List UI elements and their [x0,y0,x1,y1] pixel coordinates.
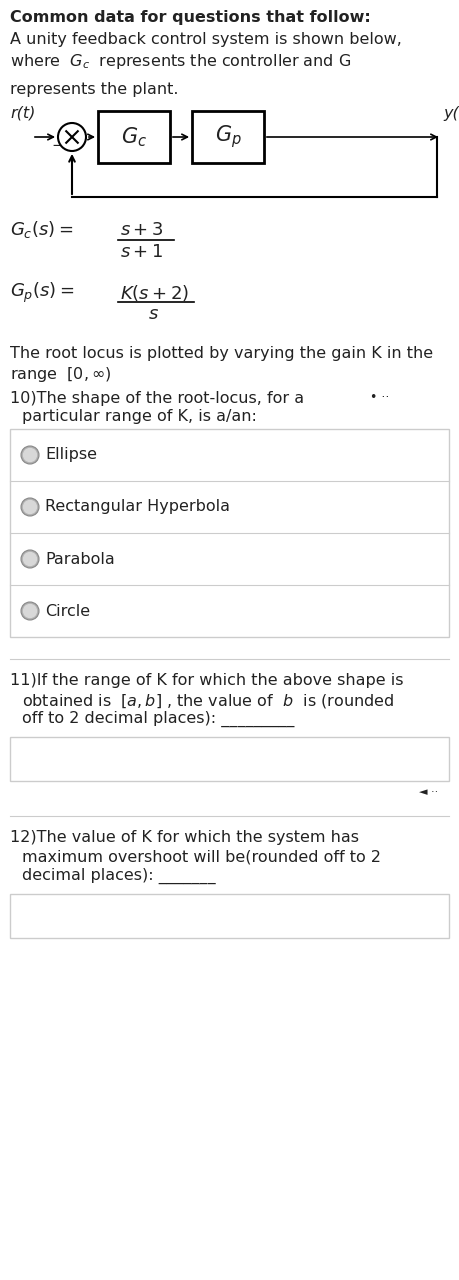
Circle shape [21,498,39,516]
Circle shape [23,604,37,617]
Text: Ellipse: Ellipse [45,448,97,462]
Text: A unity feedback control system is shown below,: A unity feedback control system is shown… [10,32,402,47]
Circle shape [23,500,37,513]
FancyBboxPatch shape [10,429,449,637]
Text: $K(s + 2)$: $K(s + 2)$ [120,283,189,303]
Text: $G_c(s) =$: $G_c(s) =$ [10,219,73,241]
Text: The root locus is plotted by varying the gain K in the: The root locus is plotted by varying the… [10,346,433,361]
Circle shape [23,448,37,462]
Text: +: + [59,123,71,137]
Text: ◄ ··: ◄ ·· [419,787,438,797]
Text: 12)The value of K for which the system has: 12)The value of K for which the system h… [10,829,359,845]
Circle shape [21,550,39,568]
Text: 10)The shape of the root-locus, for a: 10)The shape of the root-locus, for a [10,390,304,406]
Text: $s + 3$: $s + 3$ [120,221,163,239]
Text: $G_p(s) =$: $G_p(s) =$ [10,282,74,305]
Text: maximum overshoot will be(rounded off to 2: maximum overshoot will be(rounded off to… [22,849,381,864]
Text: $G_c$: $G_c$ [121,125,147,148]
Text: −: − [51,138,64,154]
Text: Common data for questions that follow:: Common data for questions that follow: [10,10,371,26]
Text: $s + 1$: $s + 1$ [120,243,163,261]
Text: obtained is  $[a, b]$ , the value of  $b$  is (rounded: obtained is $[a, b]$ , the value of $b$ … [22,692,394,710]
Circle shape [23,553,37,566]
FancyBboxPatch shape [98,111,170,163]
Text: y(t): y(t) [443,106,459,122]
FancyBboxPatch shape [10,737,449,781]
FancyBboxPatch shape [192,111,264,163]
Text: Parabola: Parabola [45,552,115,567]
Circle shape [58,123,86,151]
Text: represents the plant.: represents the plant. [10,82,179,97]
Text: Circle: Circle [45,603,90,618]
Text: where  $G_c$  represents the controller and G: where $G_c$ represents the controller an… [10,52,351,70]
Text: r(t): r(t) [10,106,35,122]
Text: decimal places): _______: decimal places): _______ [22,868,216,884]
FancyBboxPatch shape [10,893,449,938]
Text: $s$: $s$ [148,305,159,323]
Text: 11)If the range of K for which the above shape is: 11)If the range of K for which the above… [10,673,403,689]
Circle shape [21,445,39,463]
Circle shape [21,602,39,620]
Text: Rectangular Hyperbola: Rectangular Hyperbola [45,499,230,515]
Text: range  $[0, \infty)$: range $[0, \infty)$ [10,365,112,384]
Text: particular range of K, is a/an:: particular range of K, is a/an: [22,410,257,424]
Text: $G_p$: $G_p$ [215,124,241,151]
Text: • ··: • ·· [370,390,389,404]
Text: off to 2 decimal places): _________: off to 2 decimal places): _________ [22,710,294,727]
